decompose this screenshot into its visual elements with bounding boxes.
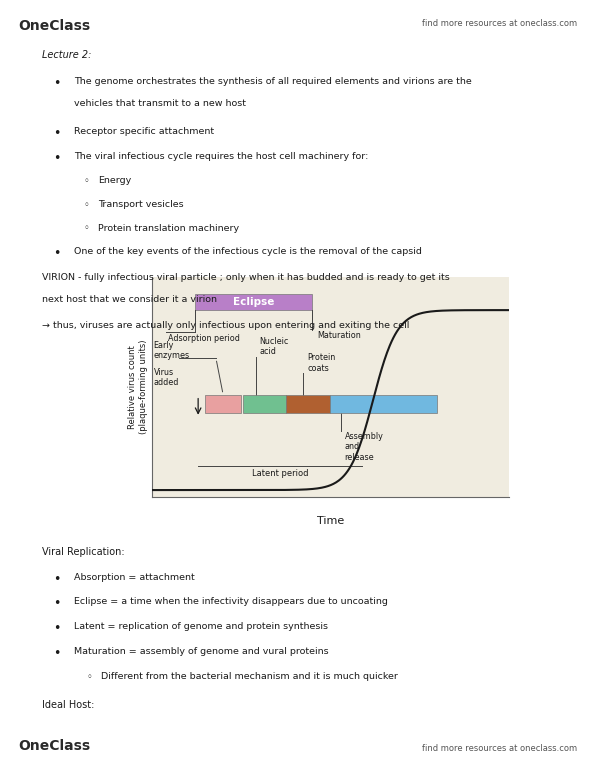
Text: Eclipse: Eclipse xyxy=(233,297,274,307)
Bar xyxy=(205,394,241,413)
Bar xyxy=(195,293,312,310)
Text: VIRION - fully infectious viral particle ; only when it has budded and is ready : VIRION - fully infectious viral particle… xyxy=(42,273,449,282)
Text: vehicles that transmit to a new host: vehicles that transmit to a new host xyxy=(74,99,246,108)
Text: find more resources at oneclass.com: find more resources at oneclass.com xyxy=(422,744,577,753)
Text: Absorption = attachment: Absorption = attachment xyxy=(74,573,195,581)
Text: Transport vesicles: Transport vesicles xyxy=(98,200,184,209)
Text: Nucleic
acid: Nucleic acid xyxy=(259,336,289,357)
Text: Latent = replication of genome and protein synthesis: Latent = replication of genome and prote… xyxy=(74,622,328,631)
Text: One of the key events of the infectious cycle is the removal of the capsid: One of the key events of the infectious … xyxy=(74,247,422,256)
Text: Protein
coats: Protein coats xyxy=(307,353,335,373)
Text: OneClass: OneClass xyxy=(18,739,90,753)
Text: Ideal Host:: Ideal Host: xyxy=(42,700,94,710)
Text: Time: Time xyxy=(317,516,344,526)
Text: ◦: ◦ xyxy=(83,223,89,233)
Text: Maturation: Maturation xyxy=(318,331,362,340)
Text: Receptor specific attachment: Receptor specific attachment xyxy=(74,126,215,136)
Text: Protein translation machinery: Protein translation machinery xyxy=(98,223,239,233)
Text: Eclipse = a time when the infectivity disappears due to uncoating: Eclipse = a time when the infectivity di… xyxy=(74,598,389,606)
Text: Maturation = assembly of genome and vural proteins: Maturation = assembly of genome and vura… xyxy=(74,647,329,656)
Text: The viral infectious cycle requires the host cell machinery for:: The viral infectious cycle requires the … xyxy=(74,152,369,162)
Text: •: • xyxy=(54,152,61,166)
Y-axis label: Relative virus count
(plaque-forming units): Relative virus count (plaque-forming uni… xyxy=(128,340,148,434)
Text: Different from the bacterial mechanism and it is much quicker: Different from the bacterial mechanism a… xyxy=(101,671,398,681)
Text: •: • xyxy=(54,622,61,635)
Text: → thus, viruses are actually only infectious upon entering and exiting the cell: → thus, viruses are actually only infect… xyxy=(42,320,409,330)
Text: Early
enzymes: Early enzymes xyxy=(154,341,190,360)
Text: •: • xyxy=(54,77,61,90)
Text: •: • xyxy=(54,247,61,260)
Text: •: • xyxy=(54,126,61,139)
Text: ◦: ◦ xyxy=(86,671,92,681)
Text: •: • xyxy=(54,647,61,660)
Text: OneClass: OneClass xyxy=(18,19,90,33)
Text: next host that we consider it a virion: next host that we consider it a virion xyxy=(42,295,217,303)
Text: Viral Replication:: Viral Replication: xyxy=(42,547,124,557)
Text: ◦: ◦ xyxy=(83,200,89,210)
Text: The genome orchestrates the synthesis of all required elements and virions are t: The genome orchestrates the synthesis of… xyxy=(74,77,472,86)
Text: Energy: Energy xyxy=(98,176,131,185)
Text: find more resources at oneclass.com: find more resources at oneclass.com xyxy=(422,19,577,28)
Text: Adsorption period: Adsorption period xyxy=(168,334,240,343)
Text: •: • xyxy=(54,598,61,611)
Bar xyxy=(330,394,437,413)
Text: ◦: ◦ xyxy=(83,176,89,186)
Text: Virus
added: Virus added xyxy=(154,367,179,387)
Text: •: • xyxy=(54,573,61,585)
Text: Lecture 2:: Lecture 2: xyxy=(42,50,91,60)
Bar xyxy=(286,394,330,413)
Bar xyxy=(243,394,286,413)
Text: Latent period: Latent period xyxy=(252,469,308,478)
Text: Assembly
and
release: Assembly and release xyxy=(345,432,383,462)
